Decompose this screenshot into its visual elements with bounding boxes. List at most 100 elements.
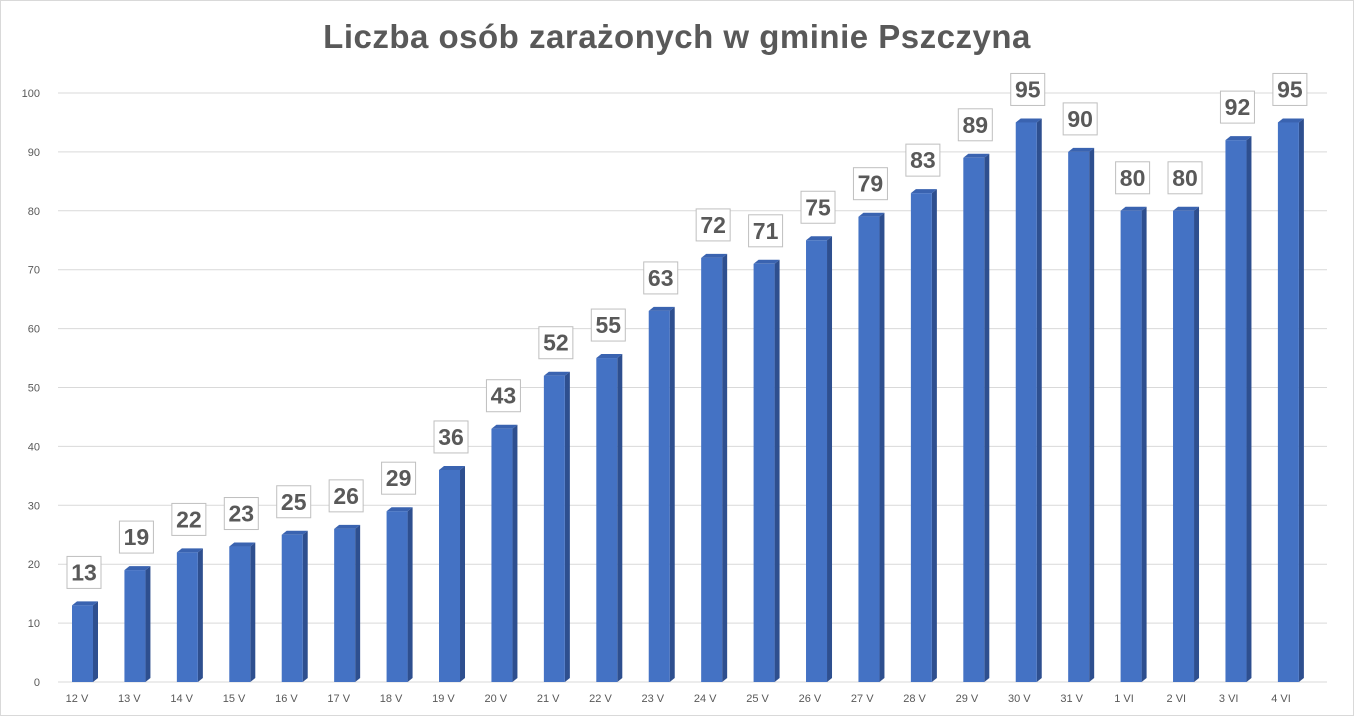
data-label: 92 <box>1219 90 1255 124</box>
data-label-box <box>695 208 731 242</box>
data-label-box <box>171 502 207 536</box>
bar-front <box>648 310 670 682</box>
bar <box>72 601 98 682</box>
bar-side <box>250 542 256 682</box>
bar-side <box>93 601 98 682</box>
bar-top <box>1225 136 1252 141</box>
bar-side <box>1036 118 1042 682</box>
bar-front <box>281 534 303 682</box>
data-label-value: 52 <box>543 330 569 356</box>
bar-front <box>1015 122 1037 682</box>
data-label: 72 <box>695 208 731 242</box>
bar <box>334 524 361 682</box>
bar-top <box>858 212 885 217</box>
bar-front <box>543 375 565 682</box>
bar-top <box>543 371 570 376</box>
x-tick-label: 31 V <box>1060 693 1083 705</box>
data-label: 29 <box>381 461 417 495</box>
bar <box>386 507 413 682</box>
bar-top <box>596 354 623 359</box>
data-label-box <box>538 326 574 360</box>
data-label-value: 89 <box>963 112 989 138</box>
x-tick-label: 26 V <box>799 693 822 705</box>
bar <box>596 354 623 682</box>
data-label-box <box>800 190 836 224</box>
bar-side <box>1246 136 1252 682</box>
y-tick-label: 30 <box>28 500 40 512</box>
bar-top <box>963 153 990 158</box>
bar-side <box>302 530 308 682</box>
data-label-box <box>1272 72 1308 106</box>
data-label-value: 95 <box>1015 76 1041 102</box>
bar-top <box>386 507 413 512</box>
y-tick-label: 100 <box>22 88 40 100</box>
bar-side <box>460 465 466 682</box>
data-label-value: 55 <box>596 312 622 338</box>
bar <box>806 236 833 682</box>
x-tick-label: 2 VI <box>1167 693 1187 705</box>
data-label-box <box>223 497 259 531</box>
x-tick-label: 13 V <box>118 693 141 705</box>
y-tick-label: 50 <box>28 383 40 395</box>
bar <box>701 253 728 683</box>
data-label: 36 <box>433 420 469 454</box>
bar-side <box>1298 118 1304 682</box>
bar <box>176 548 203 682</box>
data-label-box <box>66 555 102 589</box>
bar <box>1120 206 1147 683</box>
x-tick-label: 30 V <box>1008 693 1031 705</box>
bar-top <box>176 548 203 553</box>
data-label-box <box>1219 90 1255 124</box>
data-label-value: 72 <box>700 212 726 238</box>
y-tick-label: 90 <box>28 147 40 159</box>
data-label: 23 <box>223 497 259 531</box>
y-tick-label: 80 <box>28 206 40 218</box>
bar-side <box>197 548 203 682</box>
data-label-box <box>1167 161 1203 195</box>
bar-front <box>439 469 461 682</box>
data-label: 75 <box>800 190 836 224</box>
bar-side <box>1089 147 1095 682</box>
bar-side <box>669 306 675 682</box>
bar <box>1068 147 1095 682</box>
bar-front <box>753 263 775 682</box>
x-tick-label: 4 VI <box>1271 693 1291 705</box>
data-label: 90 <box>1062 102 1098 136</box>
data-label-box <box>852 167 888 201</box>
bar-top <box>1120 206 1147 211</box>
data-label-box <box>485 379 521 413</box>
x-tick-label: 12 V <box>66 693 89 705</box>
data-label-value: 92 <box>1225 94 1251 120</box>
x-tick-label: 21 V <box>537 693 560 705</box>
bar <box>229 542 256 682</box>
data-label: 19 <box>118 520 154 554</box>
data-label: 52 <box>538 326 574 360</box>
bar-front <box>229 546 251 682</box>
x-tick-label: 19 V <box>432 693 455 705</box>
x-tick-label: 18 V <box>380 693 403 705</box>
bar-side <box>774 259 780 682</box>
data-label-value: 43 <box>491 383 517 409</box>
data-label: 83 <box>905 143 941 177</box>
y-tick-label: 0 <box>34 677 40 689</box>
data-label: 25 <box>276 485 312 519</box>
data-label-box <box>905 143 941 177</box>
data-label-box <box>590 308 626 342</box>
bar-front <box>1120 210 1142 683</box>
bar-top <box>229 542 256 547</box>
bar-front <box>176 552 198 682</box>
bar-top <box>491 424 518 429</box>
data-label-box <box>381 461 417 495</box>
y-tick-label: 60 <box>28 324 40 336</box>
bar-front <box>1277 122 1299 682</box>
data-label-box <box>328 479 364 513</box>
chart-title: Liczba osób zarażonych w gminie Pszczyna <box>323 18 1031 55</box>
data-label: 26 <box>328 479 364 513</box>
x-tick-label: 24 V <box>694 693 717 705</box>
bar-top <box>334 524 361 529</box>
y-tick-label: 70 <box>28 265 40 277</box>
data-label-value: 79 <box>858 171 884 197</box>
bar <box>858 212 885 682</box>
